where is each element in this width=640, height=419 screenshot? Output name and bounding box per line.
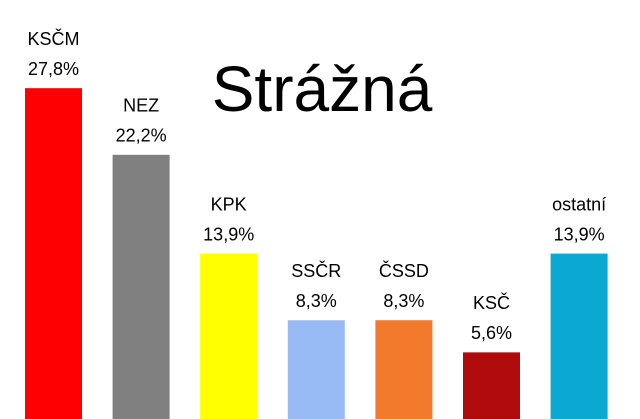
category-label: SSČR bbox=[291, 260, 341, 281]
bar bbox=[463, 352, 520, 419]
value-label: 8,3% bbox=[296, 291, 337, 311]
value-label: 27,8% bbox=[28, 59, 79, 79]
bar bbox=[200, 253, 258, 419]
category-label: KSČ bbox=[473, 292, 510, 313]
category-label: KSČM bbox=[27, 28, 79, 49]
value-label: 22,2% bbox=[116, 126, 167, 146]
category-label: KPK bbox=[211, 194, 247, 214]
category-label: NEZ bbox=[123, 96, 159, 116]
chart-title: Strážná bbox=[212, 53, 433, 125]
bar bbox=[112, 154, 170, 419]
category-label: ostatní bbox=[552, 194, 606, 214]
value-label: 13,9% bbox=[554, 224, 605, 244]
bar bbox=[287, 320, 345, 419]
bar bbox=[25, 88, 82, 419]
value-label: 8,3% bbox=[383, 291, 424, 311]
value-label: 13,9% bbox=[203, 224, 254, 244]
bar bbox=[550, 253, 608, 419]
bar bbox=[375, 320, 433, 419]
value-label: 5,6% bbox=[471, 323, 512, 343]
category-label: ČSSD bbox=[379, 260, 429, 281]
